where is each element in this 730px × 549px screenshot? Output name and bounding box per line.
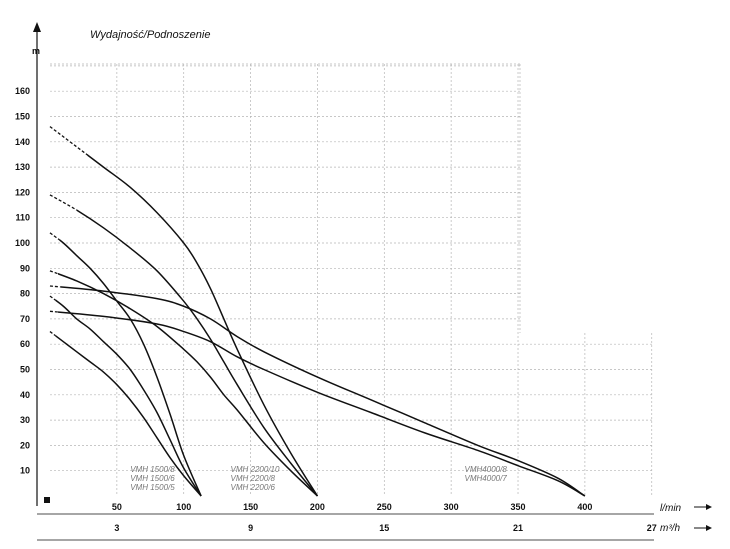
y-tick-label: 120 xyxy=(15,187,30,197)
x-tick-label: 250 xyxy=(377,502,392,512)
model-label: VMH 1500/6 xyxy=(130,474,175,483)
pump-curve xyxy=(49,270,318,497)
x-tick-label: 200 xyxy=(310,502,325,512)
x2-tick-label: 3 xyxy=(114,523,119,533)
origin-marker xyxy=(44,497,50,503)
x2-axis-label: m³/h xyxy=(660,523,680,534)
labels: 10 20 30 40 50 60 70 80 90 100 110 120 130 140 150 160 m… xyxy=(15,29,682,534)
y-tick-label: 40 xyxy=(20,390,30,400)
model-label: VMH 1500/5 xyxy=(130,483,175,492)
pump-curve xyxy=(49,310,586,497)
model-label: VMH 1500/8 xyxy=(130,465,175,474)
y-tick-label: 90 xyxy=(20,263,30,273)
y-tick-label: 150 xyxy=(15,112,30,122)
curves xyxy=(49,125,586,497)
pump-curve xyxy=(49,194,319,497)
y-tick-label: 100 xyxy=(15,238,30,248)
pump-curve xyxy=(49,285,586,497)
chart-title: Wydajność/Podnoszenie xyxy=(90,29,210,41)
model-label: VMH4000/7 xyxy=(465,474,508,483)
x2-tick-label: 21 xyxy=(513,523,523,533)
x-tick-label: 100 xyxy=(176,502,191,512)
x-tick-label: 400 xyxy=(577,502,592,512)
y-tick-label: 50 xyxy=(20,365,30,375)
pump-curve xyxy=(49,330,202,497)
model-label: VMH4000/8 xyxy=(465,465,508,474)
y-tick-label: 80 xyxy=(20,289,30,299)
y-axis-label: m xyxy=(32,46,40,56)
x-tick-label: 50 xyxy=(112,502,122,512)
x-tick-label: 350 xyxy=(511,502,526,512)
grid xyxy=(50,63,654,496)
curve-dashed-start xyxy=(49,331,56,337)
y-axis-arrow xyxy=(33,22,41,32)
y-tick-label: 30 xyxy=(20,415,30,425)
y-tick-label: 130 xyxy=(15,162,30,172)
model-label: VMH 2200/6 xyxy=(231,483,276,492)
y-tick-label: 160 xyxy=(15,86,30,96)
x-tick-label: 300 xyxy=(444,502,459,512)
pump-curve xyxy=(49,232,202,497)
curve-mask xyxy=(49,330,56,338)
y-tick-label: 10 xyxy=(20,466,30,476)
x-axis-arrow-head xyxy=(706,504,712,510)
y-tick-label: 70 xyxy=(20,314,30,324)
x-tick-label: 150 xyxy=(243,502,258,512)
y-tick-label: 110 xyxy=(15,213,30,223)
x2-tick-label: 9 xyxy=(248,523,253,533)
y-tick-label: 140 xyxy=(15,137,30,147)
pump-curve xyxy=(49,295,202,497)
x2-axis-arrow-head xyxy=(706,525,712,531)
model-label: VMH 2200/10 xyxy=(231,465,280,474)
y-tick-label: 20 xyxy=(20,440,30,450)
pump-curve xyxy=(49,126,319,497)
curve-dashed-start xyxy=(49,295,56,301)
x2-tick-label: 15 xyxy=(379,523,389,533)
model-label: VMH 2200/8 xyxy=(231,474,276,483)
y-tick-label: 60 xyxy=(20,339,30,349)
x-axis-label: l/min xyxy=(660,503,682,514)
axes xyxy=(33,22,712,541)
curve-mask xyxy=(49,294,56,302)
x2-tick-label: 27 xyxy=(647,523,657,533)
